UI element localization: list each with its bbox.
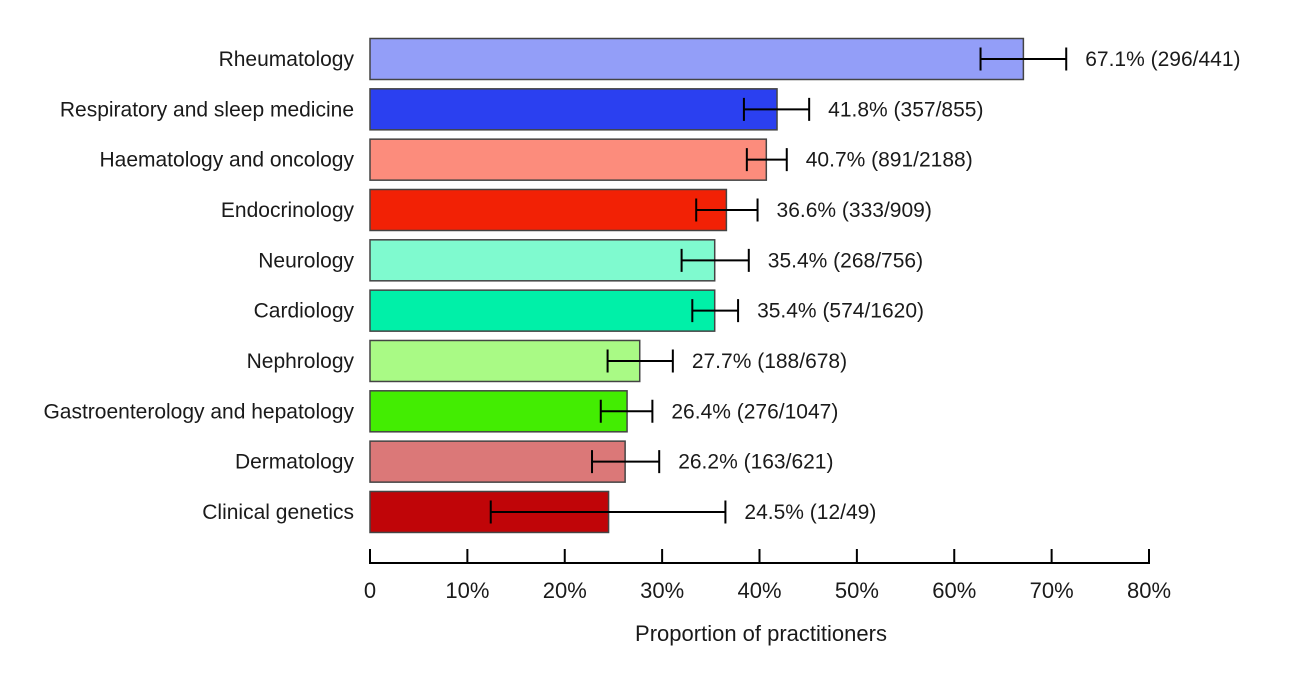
chart-row-nephrology: Nephrology 27.7% (188/678) bbox=[247, 339, 847, 383]
category-label: Neurology bbox=[258, 249, 354, 272]
value-label: 26.4% (276/1047) bbox=[671, 400, 838, 423]
value-label: 41.8% (357/855) bbox=[828, 98, 983, 121]
category-label: Dermatology bbox=[235, 451, 355, 474]
x-axis-tick-label: 50% bbox=[835, 578, 879, 603]
bar-endocrinology bbox=[369, 188, 728, 232]
error-bar bbox=[680, 248, 750, 272]
error-bar bbox=[745, 148, 788, 172]
category-label: Endocrinology bbox=[221, 199, 355, 222]
x-axis-tick-label: 60% bbox=[932, 578, 976, 603]
chart-row-cardiology: Cardiology 35.4% (574/1620) bbox=[254, 289, 924, 332]
chart-row-respiratory-and-sleep-medicine: Respiratory and sleep medicine 41.8% (357… bbox=[60, 88, 983, 131]
error-bar bbox=[695, 198, 759, 222]
chart-row-clinical-genetics: Clinical genetics 24.5% (12/49) bbox=[202, 490, 876, 534]
category-label: Clinical genetics bbox=[202, 501, 354, 524]
value-label: 36.6% (333/909) bbox=[777, 199, 932, 222]
x-axis-title: Proportion of practitioners bbox=[635, 621, 887, 646]
bar-respiratory-and-sleep-medicine bbox=[369, 88, 778, 131]
x-axis-ticks-layer: 0 10% 20% 30% 40% 50% 60% 70% 80% bbox=[364, 549, 1171, 603]
category-label: Nephrology bbox=[247, 350, 355, 373]
bar-nephrology bbox=[369, 339, 641, 383]
x-axis-tick-label: 30% bbox=[640, 578, 684, 603]
error-bar bbox=[606, 349, 674, 373]
chart-row-dermatology: Dermatology 26.2% (163/621) bbox=[235, 440, 833, 483]
error-bar bbox=[599, 399, 654, 423]
error-bar bbox=[489, 500, 727, 524]
error-bar bbox=[742, 97, 811, 121]
chart-row-haematology-and-oncology: Haematology and oncology 40.7% (891/2188) bbox=[99, 138, 973, 181]
value-label: 24.5% (12/49) bbox=[744, 501, 876, 524]
x-axis-tick-label: 0 bbox=[364, 578, 376, 603]
bar-neurology bbox=[369, 239, 716, 282]
chart-row-rheumatology: Rheumatology 67.1% (296/441) bbox=[219, 37, 1241, 81]
bar-dermatology bbox=[369, 440, 626, 483]
category-label: Gastroenterology and hepatology bbox=[43, 400, 354, 423]
x-axis-tick-label: 80% bbox=[1127, 578, 1171, 603]
value-label: 67.1% (296/441) bbox=[1085, 48, 1240, 71]
bar-haematology-and-oncology bbox=[369, 138, 768, 181]
bar-gastroenterology-and-hepatology bbox=[369, 390, 628, 433]
value-label: 27.7% (188/678) bbox=[692, 350, 847, 373]
error-bar bbox=[979, 47, 1068, 71]
bars-layer: Rheumatology 67.1% (296/441) Respiratory a… bbox=[43, 37, 1241, 534]
category-label: Cardiology bbox=[254, 300, 355, 323]
x-axis-tick-label: 40% bbox=[737, 578, 781, 603]
value-label: 35.4% (574/1620) bbox=[757, 300, 924, 323]
value-label: 35.4% (268/756) bbox=[768, 249, 923, 272]
category-label: Respiratory and sleep medicine bbox=[60, 98, 354, 121]
error-bar bbox=[591, 450, 661, 474]
bar-rheumatology bbox=[369, 37, 1025, 81]
chart-row-endocrinology: Endocrinology 36.6% (333/909) bbox=[221, 188, 932, 232]
category-label: Rheumatology bbox=[219, 48, 355, 71]
bar-cardiology bbox=[369, 289, 716, 332]
chart-row-neurology: Neurology 35.4% (268/756) bbox=[258, 239, 923, 282]
error-bar bbox=[691, 299, 740, 323]
value-label: 26.2% (163/621) bbox=[678, 451, 833, 474]
x-axis-tick-label: 20% bbox=[543, 578, 587, 603]
x-axis-tick-label: 10% bbox=[445, 578, 489, 603]
category-label: Haematology and oncology bbox=[99, 149, 354, 172]
x-axis-tick-label: 70% bbox=[1030, 578, 1074, 603]
chart-row-gastroenterology-and-hepatology: Gastroenterology and hepatology 26.4% (27… bbox=[43, 390, 838, 433]
value-label: 40.7% (891/2188) bbox=[806, 149, 973, 172]
